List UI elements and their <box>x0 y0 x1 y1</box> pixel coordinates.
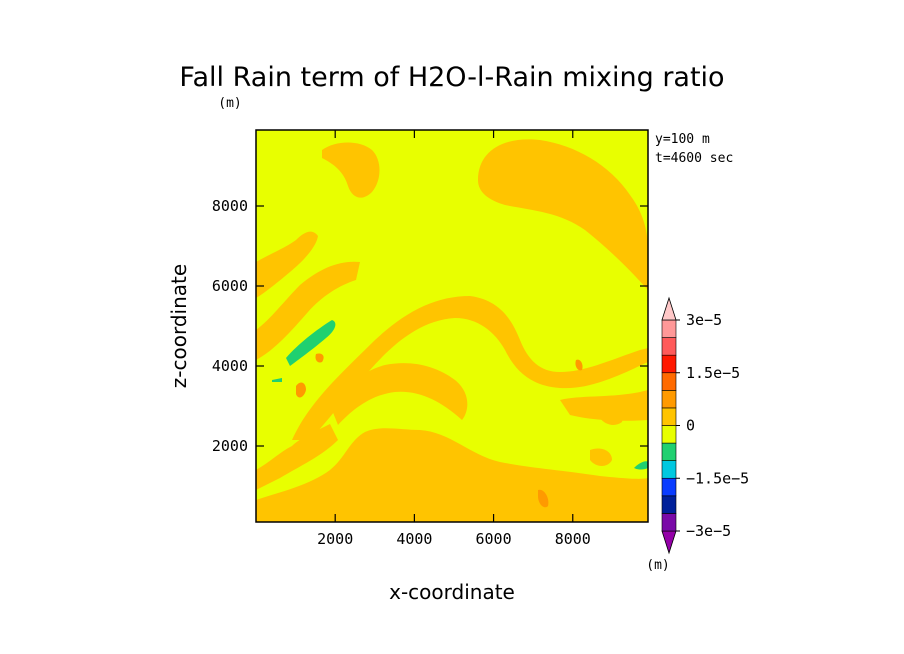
contour-region <box>538 489 549 508</box>
colorbar-swatch <box>661 425 677 444</box>
colorbar-swatch <box>661 495 677 514</box>
contour-region <box>330 363 468 425</box>
colorbar-tick-label: 1.5e−5 <box>686 364 740 382</box>
plot-frame <box>255 129 649 523</box>
y-axis-label: z-coordinate <box>167 264 191 388</box>
colorbar-tick-label: 0 <box>686 417 695 435</box>
colorbar-swatch <box>661 296 677 321</box>
plot-area <box>255 129 649 523</box>
y-tick-label: 4000 <box>212 357 248 375</box>
colorbar-swatch <box>661 407 677 426</box>
colorbar-tick-label: 3e−5 <box>686 311 722 329</box>
colorbar-tick-label: −1.5e−5 <box>686 469 749 487</box>
contour-region <box>634 461 648 470</box>
x-axis-label: x-coordinate <box>389 580 515 604</box>
y-tick-label: 2000 <box>212 437 248 455</box>
contour-region <box>478 139 648 290</box>
chart-title: Fall Rain term of H2O-l-Rain mixing rati… <box>179 62 724 93</box>
contour-region <box>600 408 623 425</box>
contour-region <box>256 231 318 298</box>
contour-region <box>286 320 336 366</box>
colorbar: 3e−5 1.5e−5 0 −1.5e−5 −3e−5 <box>661 296 749 555</box>
colorbar-swatch <box>661 390 677 409</box>
contour-level-high <box>296 353 583 508</box>
colorbar-unit: (m) <box>646 558 669 573</box>
annotation-y: y=100 m <box>655 132 710 147</box>
y-tick-label: 6000 <box>212 277 248 295</box>
contour-region <box>272 378 282 382</box>
contour-region <box>256 424 338 490</box>
colorbar-swatch <box>661 530 677 555</box>
colorbar-swatch <box>661 354 677 374</box>
y-tick-label: 8000 <box>212 197 248 215</box>
title-unit: (m) <box>218 96 241 111</box>
contour-region <box>296 382 306 398</box>
contour-region <box>590 448 612 466</box>
x-axis: 2000 4000 6000 8000 <box>317 130 591 548</box>
x-tick-label: 8000 <box>555 530 591 548</box>
contour-region <box>322 142 380 198</box>
contour-region <box>575 359 583 371</box>
contour-region <box>315 353 324 363</box>
x-tick-label: 2000 <box>317 530 353 548</box>
colorbar-swatch <box>661 460 677 479</box>
y-axis: 2000 4000 6000 8000 <box>212 197 648 455</box>
contour-level-positive <box>256 139 648 522</box>
colorbar-swatch <box>661 442 677 461</box>
contour-region <box>560 390 648 421</box>
colorbar-swatch <box>661 477 677 497</box>
contour-region <box>256 428 648 522</box>
colorbar-tick-label: −3e−5 <box>686 522 731 540</box>
contour-region <box>292 296 648 440</box>
x-tick-label: 4000 <box>396 530 432 548</box>
colorbar-swatch <box>661 513 677 532</box>
contour-region <box>256 261 360 360</box>
colorbar-swatch <box>661 337 677 356</box>
annotation-t: t=4600 sec <box>655 151 733 166</box>
colorbar-swatch <box>661 319 677 338</box>
colorbar-swatch <box>661 372 677 391</box>
contour-level-negative <box>272 320 648 470</box>
x-tick-label: 6000 <box>476 530 512 548</box>
